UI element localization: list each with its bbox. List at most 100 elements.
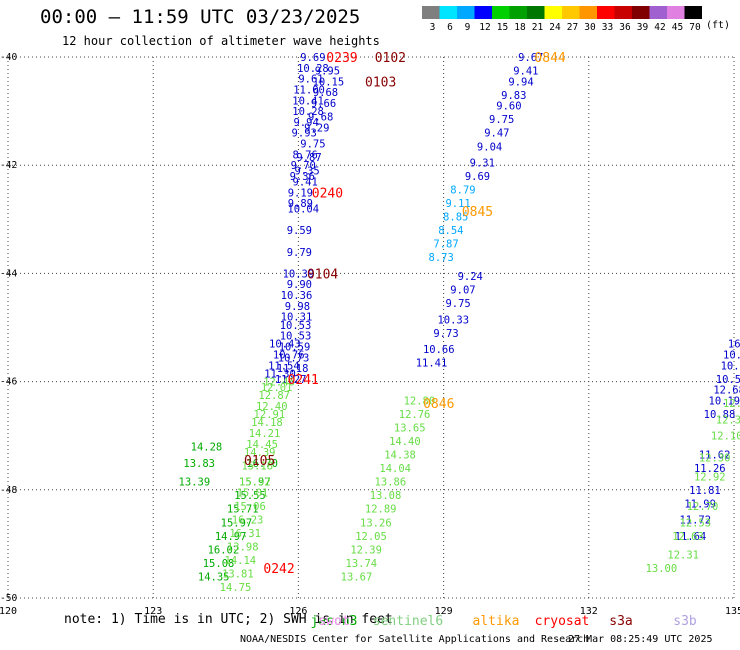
- wave-height-value: 12.05: [355, 531, 387, 543]
- wave-height-value: 10.31: [281, 312, 313, 324]
- wave-height-value: 9.19: [288, 187, 313, 199]
- footer-credit: NOAA/NESDIS Center for Satellite Applica…: [240, 634, 590, 645]
- wave-height-value: 13.74: [346, 558, 378, 570]
- wave-height-value: 10.43: [269, 339, 301, 351]
- pass-time-label: 0240: [312, 186, 343, 201]
- legend-label: 24: [549, 22, 561, 33]
- wave-height-value: 10.53: [280, 331, 312, 343]
- x-tick-label: 123: [144, 606, 162, 615]
- legend-swatch-9: [457, 6, 475, 19]
- legend-label: 36: [619, 22, 631, 33]
- wave-height-value: 9.47: [484, 128, 509, 140]
- wave-height-value: 9.94: [508, 76, 533, 88]
- wave-height-value: 15.08: [203, 558, 235, 570]
- footer-date: 27 Mar 08:25:49 UTC 2025: [568, 634, 713, 645]
- wave-height-value: 12.10: [711, 431, 740, 443]
- wave-height-value: 7.87: [433, 239, 458, 251]
- wave-height-value: 14.97: [215, 531, 247, 543]
- x-tick-label: 120: [0, 606, 17, 615]
- wave-height-value: 9.95: [315, 66, 340, 78]
- satellite-legend-cryosat: cryosat: [535, 614, 590, 629]
- wave-height-value: 11.26: [694, 463, 726, 475]
- wave-height-value: 13.26: [360, 517, 392, 529]
- wave-height-value: 15.97: [221, 517, 253, 529]
- legend-label: 30: [584, 22, 596, 33]
- wave-height-value: 12.46: [263, 377, 295, 389]
- wave-height-value: 9.68: [308, 112, 333, 124]
- wave-height-value: 9.83: [501, 90, 526, 102]
- y-tick-label: -40: [0, 52, 17, 63]
- wave-height-value: 9.60: [496, 101, 521, 113]
- series-swot: 16.0010.5010.2010.5012.6810.1910.8811.62…: [675, 339, 740, 543]
- wave-height-value: 13.67: [341, 571, 373, 583]
- wave-height-value: 8.73: [429, 252, 454, 264]
- wave-height-value: 15.71: [227, 504, 259, 516]
- wave-height-value: 10.33: [437, 314, 469, 326]
- series-jason3: 16.7015.9715.5515.7115.9714.9716.0215.08…: [179, 442, 278, 584]
- page-subtitle: 12 hour collection of altimeter wave hei…: [62, 34, 380, 48]
- series-swot_b: 12.13 12.30 12.10 12.30 12.92 12.70 12.53 12.63…: [667, 398, 740, 561]
- pass-time-label: 0844: [534, 51, 565, 66]
- wave-height-value: 16.23: [232, 515, 264, 527]
- wave-height-value: 12.39: [350, 544, 382, 556]
- wave-height-value: 14.45: [246, 439, 278, 451]
- wave-height-value: 12.31: [667, 550, 699, 562]
- wave-height-value: 9.89: [288, 198, 313, 210]
- wave-height-value: 9.73: [433, 328, 458, 340]
- wave-height-value: 12.68: [713, 385, 740, 397]
- legend-swatch-18: [509, 6, 527, 19]
- wave-height-value: 12.30: [716, 414, 740, 426]
- series-sentinel6: 12.4612.0112.8712.4012.9114.1814.2114.45…: [220, 377, 295, 595]
- wave-height-value: 14.35: [198, 571, 230, 583]
- wave-height-value: 10.59: [279, 341, 311, 353]
- wave-height-value: 12.80: [404, 396, 436, 408]
- legend-swatch-3: [422, 6, 440, 19]
- legend-swatch-6: [439, 6, 457, 19]
- legend-swatch-45: [667, 6, 685, 19]
- wave-height-value: 15.06: [234, 501, 266, 513]
- legend-swatch-21: [527, 6, 545, 19]
- satellite-legend-s3a: s3a: [609, 614, 632, 629]
- legend-label: 6: [447, 22, 453, 33]
- wave-height-value: 10.28: [297, 63, 329, 75]
- pass-time-label: 0105: [244, 454, 275, 469]
- wave-height-value: 11.18: [277, 363, 309, 375]
- wave-height-value: 9.24: [458, 271, 483, 283]
- series-altika: 8.799.11 8.858.54 7.878.73: [429, 185, 476, 265]
- wave-height-value: 9.70: [291, 160, 316, 172]
- wave-height-value: 10.04: [287, 203, 319, 215]
- grid-lines: [7, 56, 735, 599]
- wave-height-value: 10.53: [280, 320, 312, 332]
- series-s3a_inner: 9.9510.159.689.669.689.299.759.879.359.4…: [287, 66, 344, 216]
- pass-time-label: 0846: [423, 397, 454, 412]
- wave-height-value: 10.39: [283, 268, 315, 280]
- y-tick-label: -50: [0, 593, 17, 604]
- wave-height-value: 15.01: [237, 488, 269, 500]
- wave-height-value: 13.83: [183, 458, 215, 470]
- wave-height-value: 13.86: [375, 477, 407, 489]
- wave-height-value: 14.40: [389, 436, 421, 448]
- wave-height-value: 11.72: [679, 515, 711, 527]
- wave-height-value: 13.98: [227, 542, 259, 554]
- wave-height-value: 16.00: [728, 339, 740, 351]
- wave-height-value: 9.66: [311, 98, 336, 110]
- wave-height-value: 9.98: [285, 301, 310, 313]
- wave-height-value: 9.07: [450, 285, 475, 297]
- wave-height-value: 14.39: [244, 447, 276, 459]
- wave-height-value: 11.81: [689, 485, 721, 497]
- wave-height-value: 12.53: [679, 517, 711, 529]
- legend-label: 42: [654, 22, 665, 33]
- page-title: 00:00 – 11:59 UTC 03/23/2025: [40, 6, 361, 28]
- wave-height-value: 9.29: [304, 122, 329, 134]
- wave-height-value: 15.52: [239, 477, 271, 489]
- wave-height-value: 12.89: [365, 504, 397, 516]
- wave-height-value: 9.75: [445, 298, 470, 310]
- wave-height-value: 9.11: [445, 198, 470, 210]
- wave-height-value: 9.75: [489, 114, 514, 126]
- series-s3b: 9.679.419.949.839.609.759.479.049.319.69…: [416, 52, 544, 370]
- wave-height-value: 9.94: [293, 117, 318, 129]
- wave-height-value: 10.88: [704, 409, 736, 421]
- wave-height-value: 9.67: [518, 52, 543, 64]
- wave-height-value: 9.79: [287, 247, 312, 259]
